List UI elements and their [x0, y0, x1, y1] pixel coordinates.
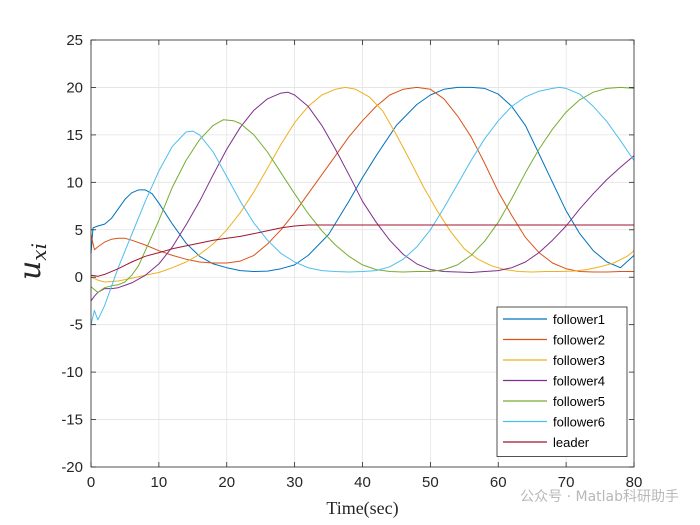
legend-box — [496, 306, 628, 457]
y-tick-label: 25 — [66, 32, 83, 49]
y-axis-label-base: u — [13, 261, 48, 280]
watermark: 公众号 · Matlab科研助手 — [520, 489, 679, 505]
ticks: 0 10 20 30 40 50 60 70 80 -20 -15 -10 -5 0 5 10 15 20 25 — [61, 32, 642, 491]
series-layer — [90, 86, 635, 325]
x-axis-label: Time(sec) — [326, 498, 398, 519]
y-tick-label: -15 — [61, 412, 83, 429]
y-axis-label: uxi — [13, 243, 51, 280]
y-tick-label: 20 — [66, 79, 83, 96]
y-tick-label: -10 — [61, 364, 83, 381]
x-tick-label: 60 — [490, 474, 507, 491]
series-line-follower4 — [90, 91, 635, 302]
x-tick-label: 40 — [354, 474, 371, 491]
x-tick-label: 80 — [626, 474, 643, 491]
series-line-leader — [90, 224, 634, 277]
y-tick-label: 5 — [75, 222, 83, 239]
x-tick-label: 20 — [218, 474, 235, 491]
legend-label-follower5: follower5 — [553, 394, 605, 409]
x-tick-label: 0 — [87, 474, 95, 491]
series-line-follower6 — [90, 86, 635, 325]
x-tick-label: 30 — [286, 474, 303, 491]
series-line-follower2 — [90, 86, 634, 273]
x-tick-label: 70 — [558, 474, 575, 491]
y-tick-label: -5 — [70, 317, 83, 334]
legend-label-follower6: follower6 — [553, 415, 605, 430]
y-tick-label: -20 — [61, 459, 83, 476]
x-tick-label: 50 — [422, 474, 439, 491]
y-tick-label: 15 — [66, 127, 83, 144]
legend-label-follower2: follower2 — [553, 333, 605, 348]
series-line-follower3 — [90, 86, 635, 283]
legend-label-follower3: follower3 — [553, 353, 605, 368]
legend-label-leader: leader — [553, 435, 590, 450]
legend: follower1 follower2 follower3 follower4 foll… — [496, 306, 628, 457]
y-tick-label: 10 — [66, 174, 83, 191]
x-tick-label: 10 — [151, 474, 168, 491]
y-tick-label: 0 — [75, 269, 83, 286]
series-line-follower1 — [90, 86, 635, 272]
legend-label-follower4: follower4 — [553, 374, 605, 389]
legend-label-follower1: follower1 — [553, 312, 605, 327]
y-axis-label-subscript: xi — [27, 243, 51, 261]
